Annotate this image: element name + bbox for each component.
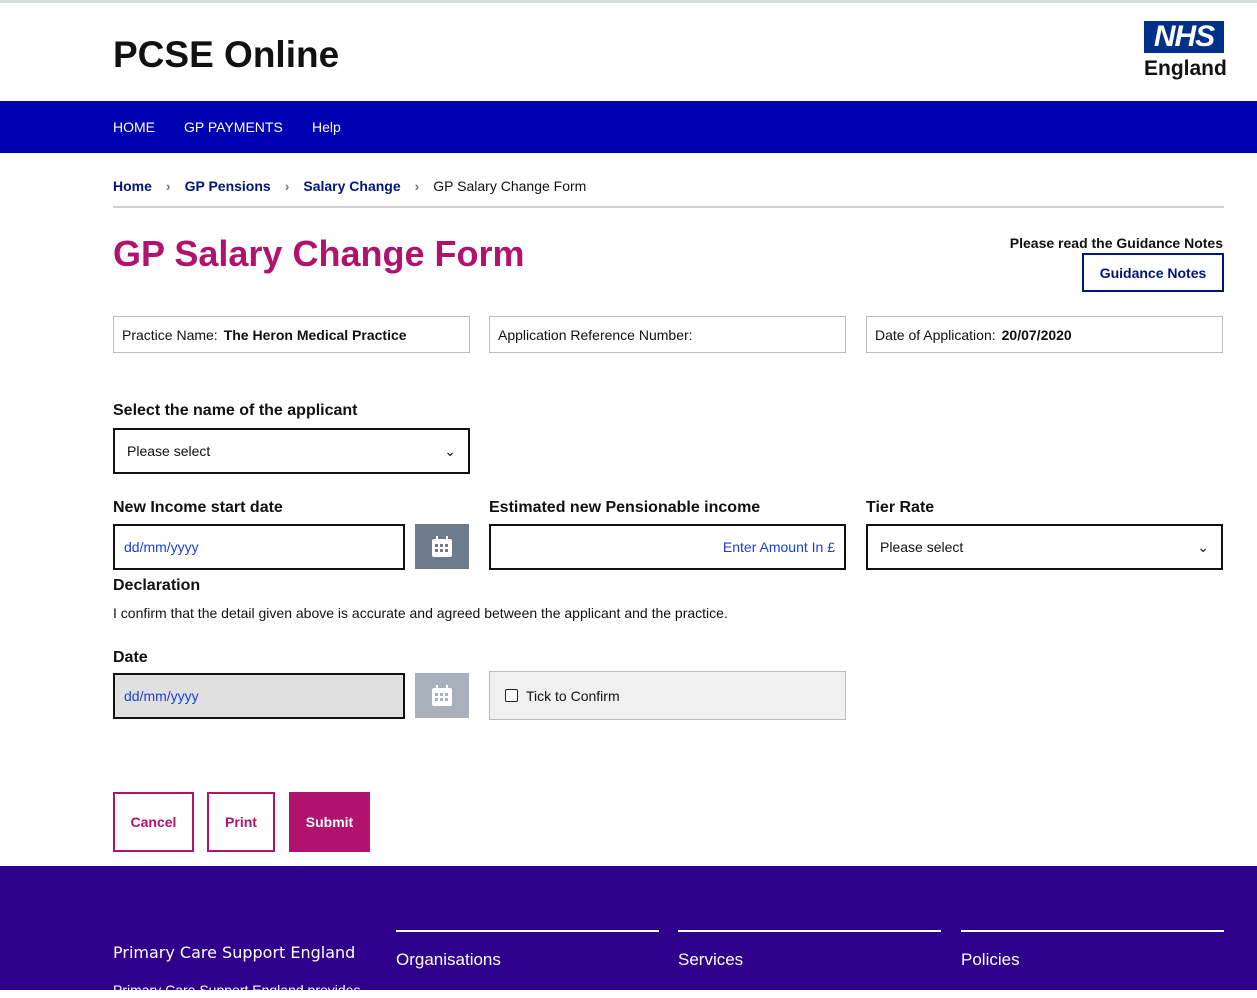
declaration-date-input[interactable]: dd/mm/yyyy	[113, 673, 405, 719]
footer-brand: Primary Care Support England	[113, 943, 356, 962]
declaration-heading: Declaration	[113, 577, 201, 594]
declaration-date-calendar-button[interactable]	[415, 673, 469, 718]
application-date-box: Date of Application: 20/07/2020	[866, 316, 1223, 353]
england-logo-text: England	[1144, 57, 1227, 80]
confirm-checkbox[interactable]	[505, 689, 518, 702]
tier-rate-label: Tier Rate	[866, 499, 935, 516]
applicant-label: Select the name of the applicant	[113, 402, 358, 419]
page-title: GP Salary Change Form	[113, 233, 525, 274]
income-label: Estimated new Pensionable income	[489, 499, 761, 516]
tier-rate-value: Please select	[880, 539, 964, 555]
confirm-box: Tick to Confirm	[489, 671, 846, 720]
footer-divider	[396, 930, 659, 932]
confirm-label[interactable]: Tick to Confirm	[526, 687, 620, 704]
chevron-right-icon: ›	[284, 178, 290, 194]
practice-name-box: Practice Name: The Heron Medical Practice	[113, 316, 470, 353]
footer-services[interactable]: Services	[678, 950, 744, 969]
chevron-down-icon: ⌄	[1197, 538, 1209, 555]
cancel-button[interactable]: Cancel	[113, 792, 194, 852]
reference-number-box: Application Reference Number:	[489, 316, 846, 353]
nav-gp-payments[interactable]: GP PAYMENTS	[184, 119, 283, 135]
start-date-label: New Income start date	[113, 499, 283, 516]
start-date-input[interactable]: dd/mm/yyyy	[113, 524, 405, 570]
footer-blurb: Primary Care Support England provides	[113, 982, 361, 998]
guidance-prompt: Please read the Guidance Notes	[1009, 235, 1223, 251]
breadcrumb-home[interactable]: Home	[113, 178, 152, 194]
chevron-down-icon: ⌄	[444, 442, 456, 459]
breadcrumb-gp-pensions[interactable]: GP Pensions	[184, 178, 271, 194]
breadcrumb-salary-change[interactable]: Salary Change	[303, 178, 401, 194]
practice-name-label: Practice Name:	[122, 327, 218, 343]
application-date-label: Date of Application:	[875, 327, 996, 343]
tier-rate-select[interactable]: Please select ⌄	[866, 524, 1223, 570]
start-date-calendar-button[interactable]	[415, 524, 469, 569]
footer-divider	[961, 930, 1224, 932]
guidance-notes-button[interactable]: Guidance Notes	[1082, 253, 1224, 292]
main-nav: HOME GP PAYMENTS Help	[0, 101, 1257, 153]
practice-name-value: The Heron Medical Practice	[223, 327, 407, 343]
breadcrumb: Home › GP Pensions › Salary Change › GP …	[113, 178, 586, 194]
nav-help[interactable]: Help	[312, 119, 341, 135]
declaration-date-placeholder: dd/mm/yyyy	[124, 688, 199, 704]
income-input[interactable]: Enter Amount In £	[489, 524, 846, 570]
chevron-right-icon: ›	[165, 178, 171, 194]
divider	[113, 206, 1224, 208]
chevron-right-icon: ›	[414, 178, 420, 194]
applicant-select-value: Please select	[127, 443, 211, 459]
date-label: Date	[113, 649, 148, 666]
declaration-text: I confirm that the detail given above is…	[113, 605, 728, 621]
application-date-value: 20/07/2020	[1001, 327, 1072, 343]
print-button[interactable]: Print	[207, 792, 275, 852]
start-date-placeholder: dd/mm/yyyy	[124, 539, 199, 555]
footer-policies[interactable]: Policies	[961, 950, 1020, 969]
site-title: PCSE Online	[113, 34, 340, 75]
footer-organisations[interactable]: Organisations	[396, 950, 501, 969]
reference-number-label: Application Reference Number:	[498, 327, 693, 343]
footer: Primary Care Support England Primary Car…	[0, 866, 1257, 998]
calendar-icon	[432, 535, 452, 557]
calendar-icon	[432, 684, 452, 706]
submit-button[interactable]: Submit	[289, 792, 370, 852]
nav-home[interactable]: HOME	[113, 119, 155, 135]
footer-divider	[678, 930, 941, 932]
top-border	[0, 0, 1257, 3]
applicant-select[interactable]: Please select ⌄	[113, 428, 470, 474]
breadcrumb-current: GP Salary Change Form	[433, 178, 587, 194]
nhs-logo-text: NHS	[1144, 21, 1224, 53]
income-placeholder: Enter Amount In £	[722, 539, 835, 555]
nhs-england-logo: NHS England	[1144, 21, 1227, 81]
